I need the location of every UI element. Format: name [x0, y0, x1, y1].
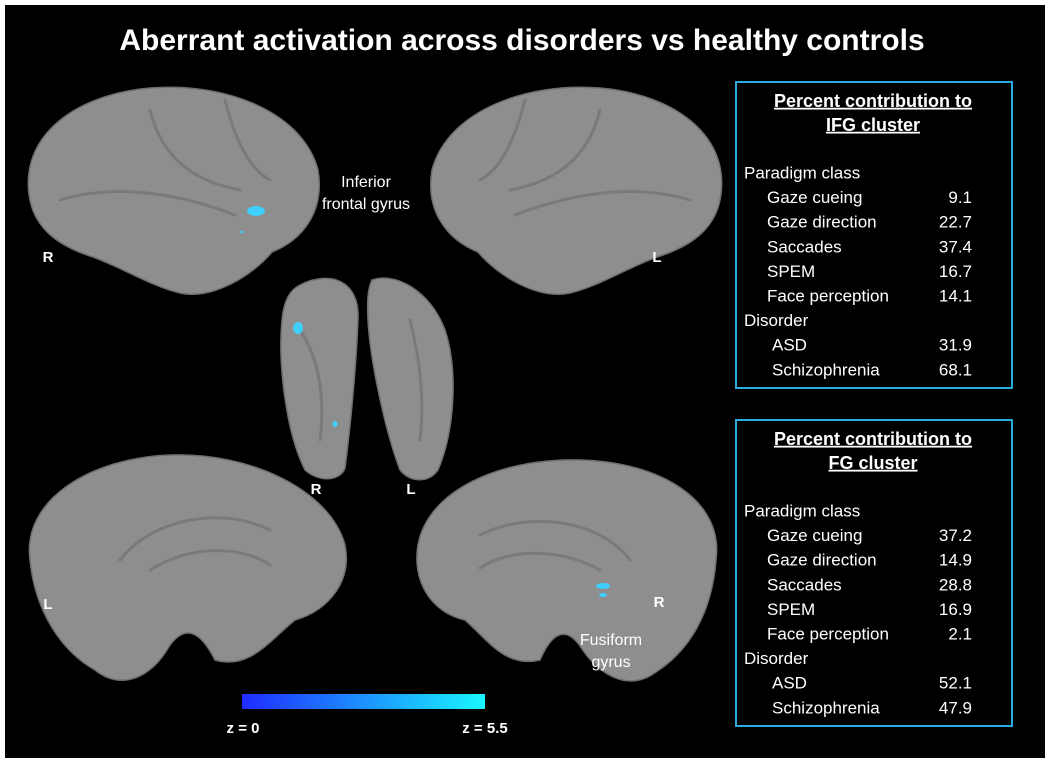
row-label: SPEM [767, 262, 815, 281]
row-label: Saccades [767, 237, 842, 256]
row-label: Face perception [767, 286, 889, 305]
row-label: Schizophrenia [772, 360, 880, 379]
row-value: 22.7 [939, 213, 972, 232]
row-label: Schizophrenia [772, 698, 880, 717]
row-value: 52.1 [939, 674, 972, 693]
row-label: SPEM [767, 600, 815, 619]
table-box [735, 419, 1013, 727]
row-value: 14.1 [939, 286, 972, 305]
row-value: 31.9 [939, 336, 972, 355]
row-value: 37.2 [939, 526, 972, 545]
section-label: Disorder [744, 311, 809, 330]
section-label: Disorder [744, 649, 809, 668]
table-box [735, 81, 1013, 389]
row-label: Gaze cueing [767, 526, 862, 545]
row-label: ASD [772, 674, 807, 693]
figure-title: Aberrant activation across disorders vs … [119, 24, 924, 57]
brain-medial-left [28, 454, 347, 681]
row-value: 47.9 [939, 698, 972, 717]
row-label: ASD [772, 336, 807, 355]
row-label: Saccades [767, 575, 842, 594]
hemisphere-label: L [406, 481, 415, 498]
colorbar-min-label: z = 0 [227, 720, 260, 737]
row-value: 16.9 [939, 600, 972, 619]
colorbar [242, 694, 485, 709]
section-label: Paradigm class [744, 501, 860, 520]
hemisphere-label: R [654, 594, 665, 611]
row-label: Gaze cueing [767, 188, 862, 207]
brain-lateral-left [430, 86, 723, 295]
row-label: Gaze direction [767, 551, 877, 570]
table-heading: Percent contribution to [774, 429, 972, 449]
section-label: Paradigm class [744, 163, 860, 182]
row-label: Gaze direction [767, 213, 877, 232]
annotation: Inferior [341, 174, 391, 191]
table-heading: Percent contribution to [774, 91, 972, 111]
annotation: frontal gyrus [322, 196, 410, 213]
colorbar-max-label: z = 5.5 [462, 720, 507, 737]
hemisphere-label: R [311, 481, 322, 498]
brain-medial-right [416, 459, 718, 682]
brain-lateral-right [27, 86, 320, 295]
row-value: 14.9 [939, 551, 972, 570]
row-value: 28.8 [939, 575, 972, 594]
row-value: 68.1 [939, 360, 972, 379]
annotation: Fusiform [580, 632, 642, 649]
row-value: 2.1 [948, 624, 972, 643]
table-heading: IFG cluster [826, 115, 920, 135]
row-label: Face perception [767, 624, 889, 643]
row-value: 16.7 [939, 262, 972, 281]
row-value: 9.1 [948, 188, 972, 207]
row-value: 37.4 [939, 237, 972, 256]
annotation: gyrus [591, 654, 630, 671]
hemisphere-label: L [652, 249, 661, 266]
hemisphere-label: R [43, 249, 54, 266]
brain-ventral [280, 277, 454, 481]
hemisphere-label: L [43, 596, 52, 613]
table-heading: FG cluster [828, 453, 917, 473]
